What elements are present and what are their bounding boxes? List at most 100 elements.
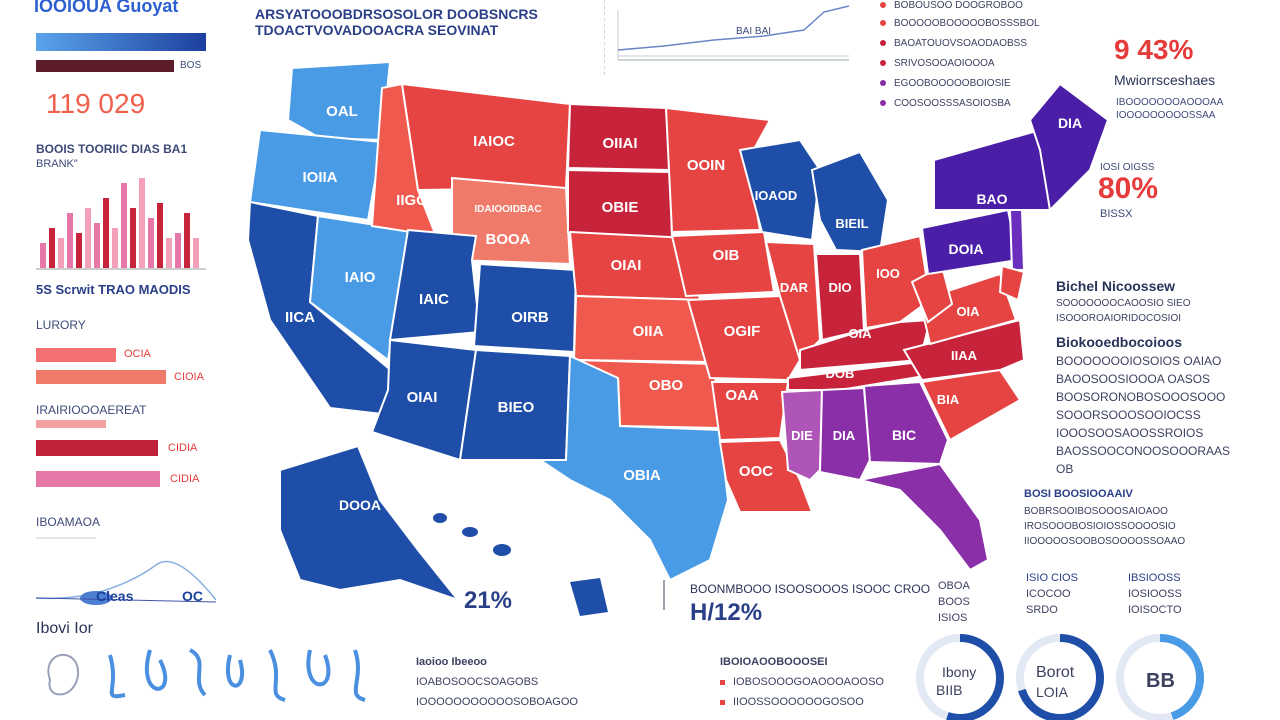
- histogram-bar: [67, 213, 73, 268]
- bottom-col3: IBSIOOSS IOSIOOSS IOISOCTO: [1128, 572, 1182, 616]
- top-header-line2: TDOACTVOVADOOACRA SEOVINAT: [255, 22, 499, 38]
- block2-line: BOOOOOOOIOSOIOS OAIAO: [1056, 354, 1222, 368]
- left-section3-title: IRAIRIOOOAEREAT: [36, 403, 147, 417]
- left-histogram: [36, 178, 206, 270]
- map-label-ks: OIIA: [633, 323, 664, 340]
- map-label-ky: OIA: [848, 326, 872, 341]
- state-ak: [279, 444, 461, 603]
- map-label-nc: IIAA: [951, 348, 978, 363]
- map-label-ia: OIB: [713, 247, 740, 264]
- col1-title: OBOA: [938, 580, 970, 592]
- left-section2-title: LURORY: [36, 318, 86, 332]
- col1-line: ISIOS: [938, 612, 968, 624]
- block3-line: IIOOOOOSOOBOSOOOOSSOAAO: [1024, 536, 1186, 547]
- map-label-wy-1: IDAIOOIDBAC: [474, 204, 541, 215]
- state-md: [998, 264, 1026, 302]
- col3-line: IOISOCTO: [1128, 604, 1182, 616]
- map-label-or: IOIIA: [302, 169, 337, 186]
- map-label-ok: OBO: [649, 377, 684, 394]
- state-or: [248, 128, 384, 222]
- donut1-label: Ibony: [942, 664, 977, 680]
- state-co: [472, 262, 578, 354]
- stat2-value: 80%: [1098, 172, 1159, 205]
- map-label-ny: BAO: [976, 191, 1007, 207]
- histogram-bar: [112, 228, 118, 268]
- map-label-ms: DIE: [791, 428, 813, 443]
- map-label-al: DIA: [833, 428, 856, 443]
- state-ny: [933, 128, 1052, 211]
- left-top-bar-blue: [36, 33, 206, 51]
- map-label-mt: IAIOC: [473, 133, 515, 150]
- legend-item: BAOATOUOVSOAODAOBSS: [880, 38, 1027, 49]
- col2-title: ISIO CIOS: [1026, 572, 1078, 584]
- map-label-az: OIAI: [407, 389, 438, 406]
- state-ms: [780, 388, 824, 482]
- state-va: [918, 272, 1018, 346]
- histogram-bar: [94, 223, 100, 268]
- donut-arc: [1016, 634, 1104, 720]
- left-bar-2-label: CIOIA: [174, 371, 204, 383]
- bottom-center-block-2: IBOIOAOOBOOOSEI IOBOSOOOGOAOOOAOOSO IIOO…: [720, 656, 920, 708]
- histogram-bar: [49, 228, 55, 268]
- map-label-pa: DOIA: [949, 241, 984, 257]
- left-bar-3-label: CIDIA: [168, 442, 198, 454]
- histogram-bar: [193, 238, 199, 268]
- bottom-caption-line: BOONMBOOO ISOOSOOOS ISOOC CROO: [690, 582, 931, 596]
- block2-line: BAOOSOOSIOOOA OASOS: [1056, 372, 1211, 386]
- map-label-ar: OAA: [725, 387, 759, 404]
- block1-line: ISOOOROAIORIDOCOSIOI: [1056, 313, 1182, 324]
- histogram-bar: [148, 218, 154, 268]
- map-label-ak: DOOA: [339, 497, 381, 513]
- top-mini-chart: [604, 0, 850, 78]
- center-line: IOOOOOOOOOOOSOBOAGOO: [416, 696, 578, 708]
- state-ut: [388, 228, 482, 342]
- right-legend: BOBOUSOO DOOGROBOO BOOOOOBOOOOOBOSSSBOL …: [880, 0, 1080, 150]
- state-fl: [859, 462, 990, 572]
- state-ar: [710, 381, 790, 442]
- left-bar-1-label: OCIA: [124, 348, 151, 360]
- map-label-id: IIGO: [396, 192, 428, 209]
- map-label-hi-pct: 21%: [464, 587, 512, 614]
- histogram-bar: [58, 238, 64, 268]
- left-bar-3: [36, 440, 158, 456]
- map-label-oh: IOO: [876, 266, 900, 281]
- map-label-co: OIRB: [511, 309, 549, 326]
- top-mini-chart-caption: BAI BAI: [736, 26, 772, 37]
- map-label-la: OOC: [739, 463, 773, 480]
- map-label-va: OIA: [956, 304, 980, 319]
- state-ia: [670, 230, 776, 298]
- left-bar-3-thin: [36, 420, 106, 428]
- left-line-chart: [36, 537, 216, 605]
- bottom-center-block: Iaoioo Ibeeoo IOABOSOOCSOAGOBS IOOOOOOOO…: [416, 656, 716, 708]
- state-wy: [451, 176, 572, 266]
- block2-line: OB: [1056, 462, 1074, 476]
- state-mo: [686, 294, 802, 382]
- left-title: IOOIOUA Guoyat: [34, 0, 179, 16]
- right-block1: Bichel Nicoossew SOOOOOOOCAOOSIO SIEO IS…: [1056, 278, 1256, 324]
- map-label-ut: IAIC: [419, 291, 449, 308]
- histogram-bar: [103, 198, 109, 268]
- col3-line: IOSIOOSS: [1128, 588, 1182, 600]
- donut-arc: [916, 634, 1004, 720]
- map-label-wa: OAL: [326, 103, 358, 120]
- map-label-mo: OGIF: [724, 323, 761, 340]
- center2-title: IBOIOAOOBOOOSEI: [720, 656, 828, 668]
- state-wi: [738, 138, 822, 242]
- map-label-in: DIO: [828, 280, 851, 295]
- stat1-value: 9 43%: [1114, 34, 1194, 65]
- state-al: [818, 386, 872, 482]
- donut3-value: BB: [1146, 670, 1175, 692]
- map-label-bottom-pct: H/12%: [690, 599, 762, 626]
- left-section1-sub: BRANK": [36, 158, 78, 170]
- donut-charts: [916, 634, 1204, 720]
- left-section1-title: BOOIS TOORIIC DIAS BA1: [36, 142, 188, 156]
- donut-arc: [1116, 634, 1204, 720]
- state-hi-2: [462, 527, 478, 537]
- bottom-col1: OBOA BOOS ISIOS: [938, 580, 970, 624]
- donut1-value: BIIB: [936, 682, 963, 698]
- block1-title: Bichel Nicoossew: [1056, 278, 1176, 294]
- block2-title: Biokooedbocoioos: [1056, 334, 1182, 350]
- state-hi-big: [570, 578, 608, 616]
- state-mi: [810, 150, 890, 254]
- donut2-label: Borot: [1036, 664, 1075, 681]
